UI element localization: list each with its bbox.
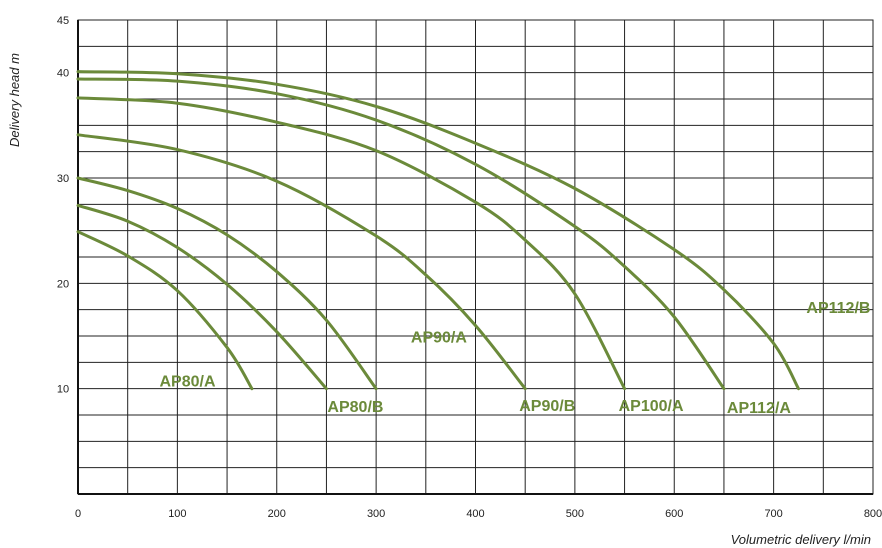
series-line-ap80-b [76,203,328,391]
y-tick-label: 30 [57,173,69,185]
series-line-ap90-a [76,176,378,391]
grid [78,20,873,494]
series-line-ap100-a [76,96,627,391]
series-line-ap90-b [76,133,527,391]
y-tick-labels: 10 20 30 40 45 [57,15,69,396]
y-tick-label: 40 [57,68,69,80]
series-labels: AP80/A AP80/B AP90/A AP90/B AP100/A AP112/A AP… [159,300,870,417]
x-tick-label: 500 [566,508,584,520]
series-line-ap80-a [76,230,254,391]
series-line-ap112-b [76,70,800,391]
x-tick-label: 0 [75,508,81,520]
x-tick-label: 700 [764,508,782,520]
series-label-ap80-b: AP80/B [327,399,383,416]
series-lines [76,70,800,391]
series-label-ap90-a: AP90/A [411,329,467,346]
x-tick-label: 300 [367,508,385,520]
x-tick-label: 100 [168,508,186,520]
x-tick-label: 600 [665,508,683,520]
x-tick-label: 200 [268,508,286,520]
series-label-ap100-a: AP100/A [619,398,684,415]
y-tick-label: 45 [57,15,69,27]
y-axis-label: Delivery head m [7,53,22,147]
x-axis-label: Volumetric delivery l/min [731,532,871,547]
series-line-ap112-a [76,77,726,391]
series-label-ap112-a: AP112/A [727,400,791,417]
x-tick-label: 800 [864,508,882,520]
y-tick-label: 10 [57,384,69,396]
series-label-ap112-b: AP112/B [806,300,870,317]
series-label-ap80-a: AP80/A [159,374,215,391]
x-tick-labels: 0 100 200 300 400 500 600 700 800 [75,508,882,520]
x-tick-label: 400 [466,508,484,520]
series-label-ap90-b: AP90/B [519,398,575,415]
y-tick-label: 20 [57,278,69,290]
